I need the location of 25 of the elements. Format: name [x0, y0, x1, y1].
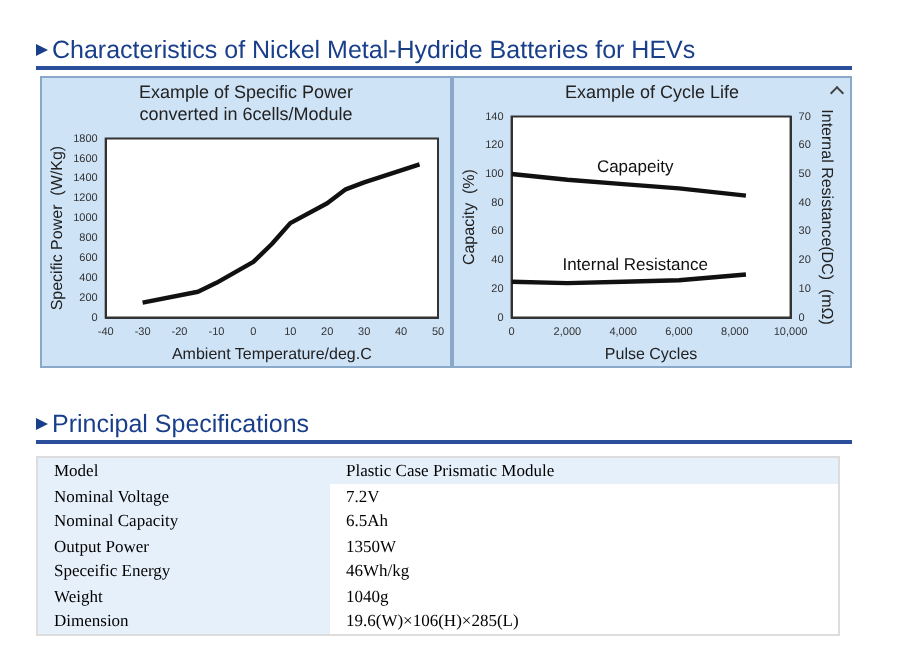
text: 6.5Ah	[344, 508, 391, 533]
text: Dimension	[37, 608, 330, 634]
text: 19.6(W)×106(H)×285(L)	[344, 608, 521, 634]
text: Speceific Energy	[37, 558, 330, 583]
text: Nominal Voltage	[37, 483, 330, 508]
text: 1040g	[344, 583, 391, 608]
series-label: Capapeity	[596, 156, 675, 177]
x-axis-title: Pulse Cycles	[604, 344, 698, 363]
text: Plastic Case Prismatic Module	[330, 457, 839, 483]
series-label: Internal Resistance	[562, 253, 709, 274]
chart-title: Example of Cycle Life	[562, 82, 742, 104]
y2-axis-title: Internal Resistance(DC) (mΩ)	[817, 109, 836, 326]
text: Weight	[37, 583, 330, 608]
text: 7.2V	[344, 483, 382, 508]
text: Output Power	[37, 533, 330, 558]
text: Model	[37, 457, 330, 483]
text: 1350W	[344, 533, 399, 558]
x-axis-title: Ambient Temperature/deg.C	[171, 344, 373, 363]
text: Characteristics of Nickel Metal-Hydride Batteries for HEVs	[36, 36, 852, 70]
text: Principal Specifications	[36, 410, 852, 444]
y-axis-title: Capacity (%)	[460, 168, 479, 266]
text: 46Wh/kg	[344, 558, 412, 583]
text: Nominal Capacity	[37, 508, 330, 533]
y-axis-title: Specific Power (W/Kg)	[48, 145, 67, 311]
chart-title: Example of Specific Power converted in 6cells/Module	[136, 82, 356, 126]
